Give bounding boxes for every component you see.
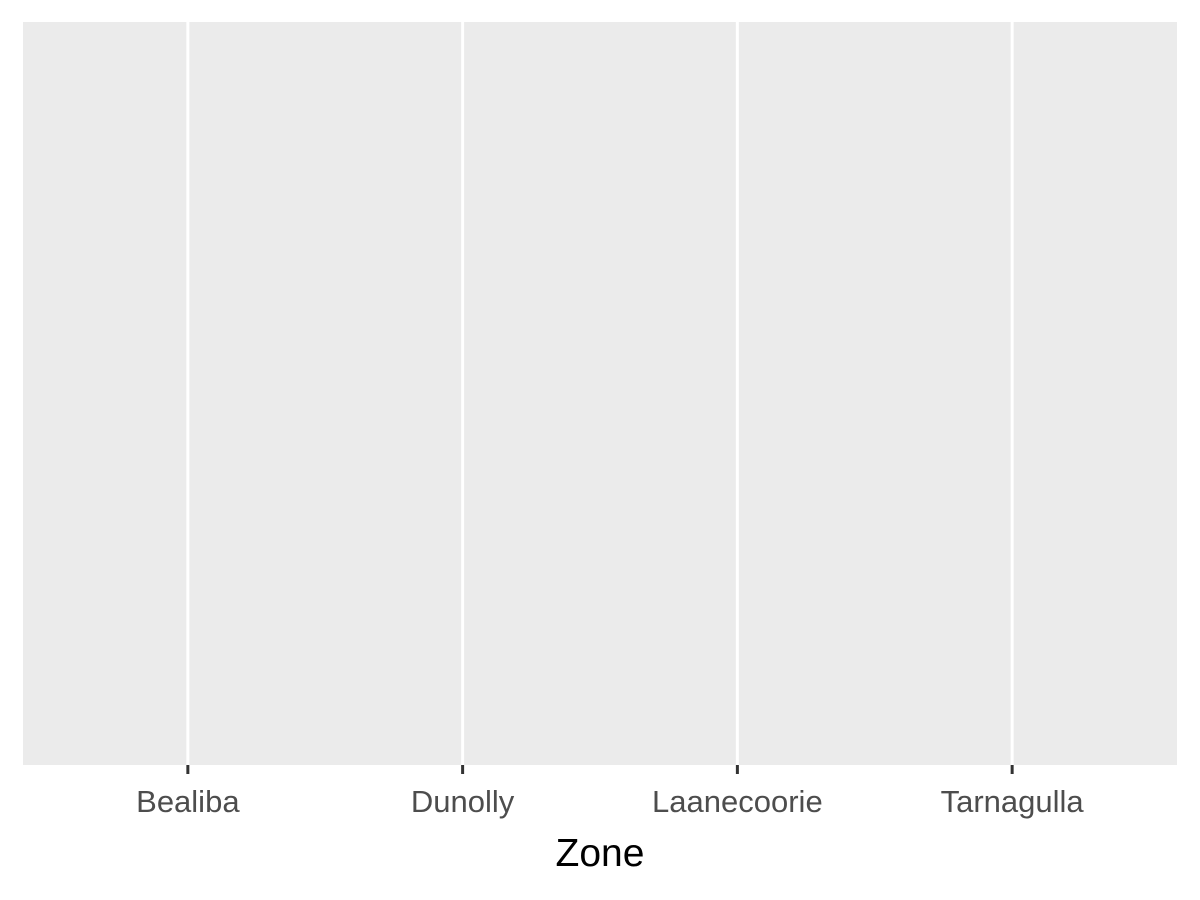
plot-panel (23, 22, 1177, 765)
x-axis-ticks (186, 765, 1014, 774)
x-tick-label: Laanecoorie (652, 784, 823, 819)
x-tick-label: Dunolly (411, 784, 515, 819)
x-tick-label: Tarnagulla (941, 784, 1085, 819)
x-axis-title: Zone (556, 832, 645, 875)
x-tick-label: Bealiba (136, 784, 240, 819)
x-axis-tick-labels: Bealiba Dunolly Laanecoorie Tarnagulla (136, 784, 1084, 819)
grid-layer (186, 22, 1014, 765)
